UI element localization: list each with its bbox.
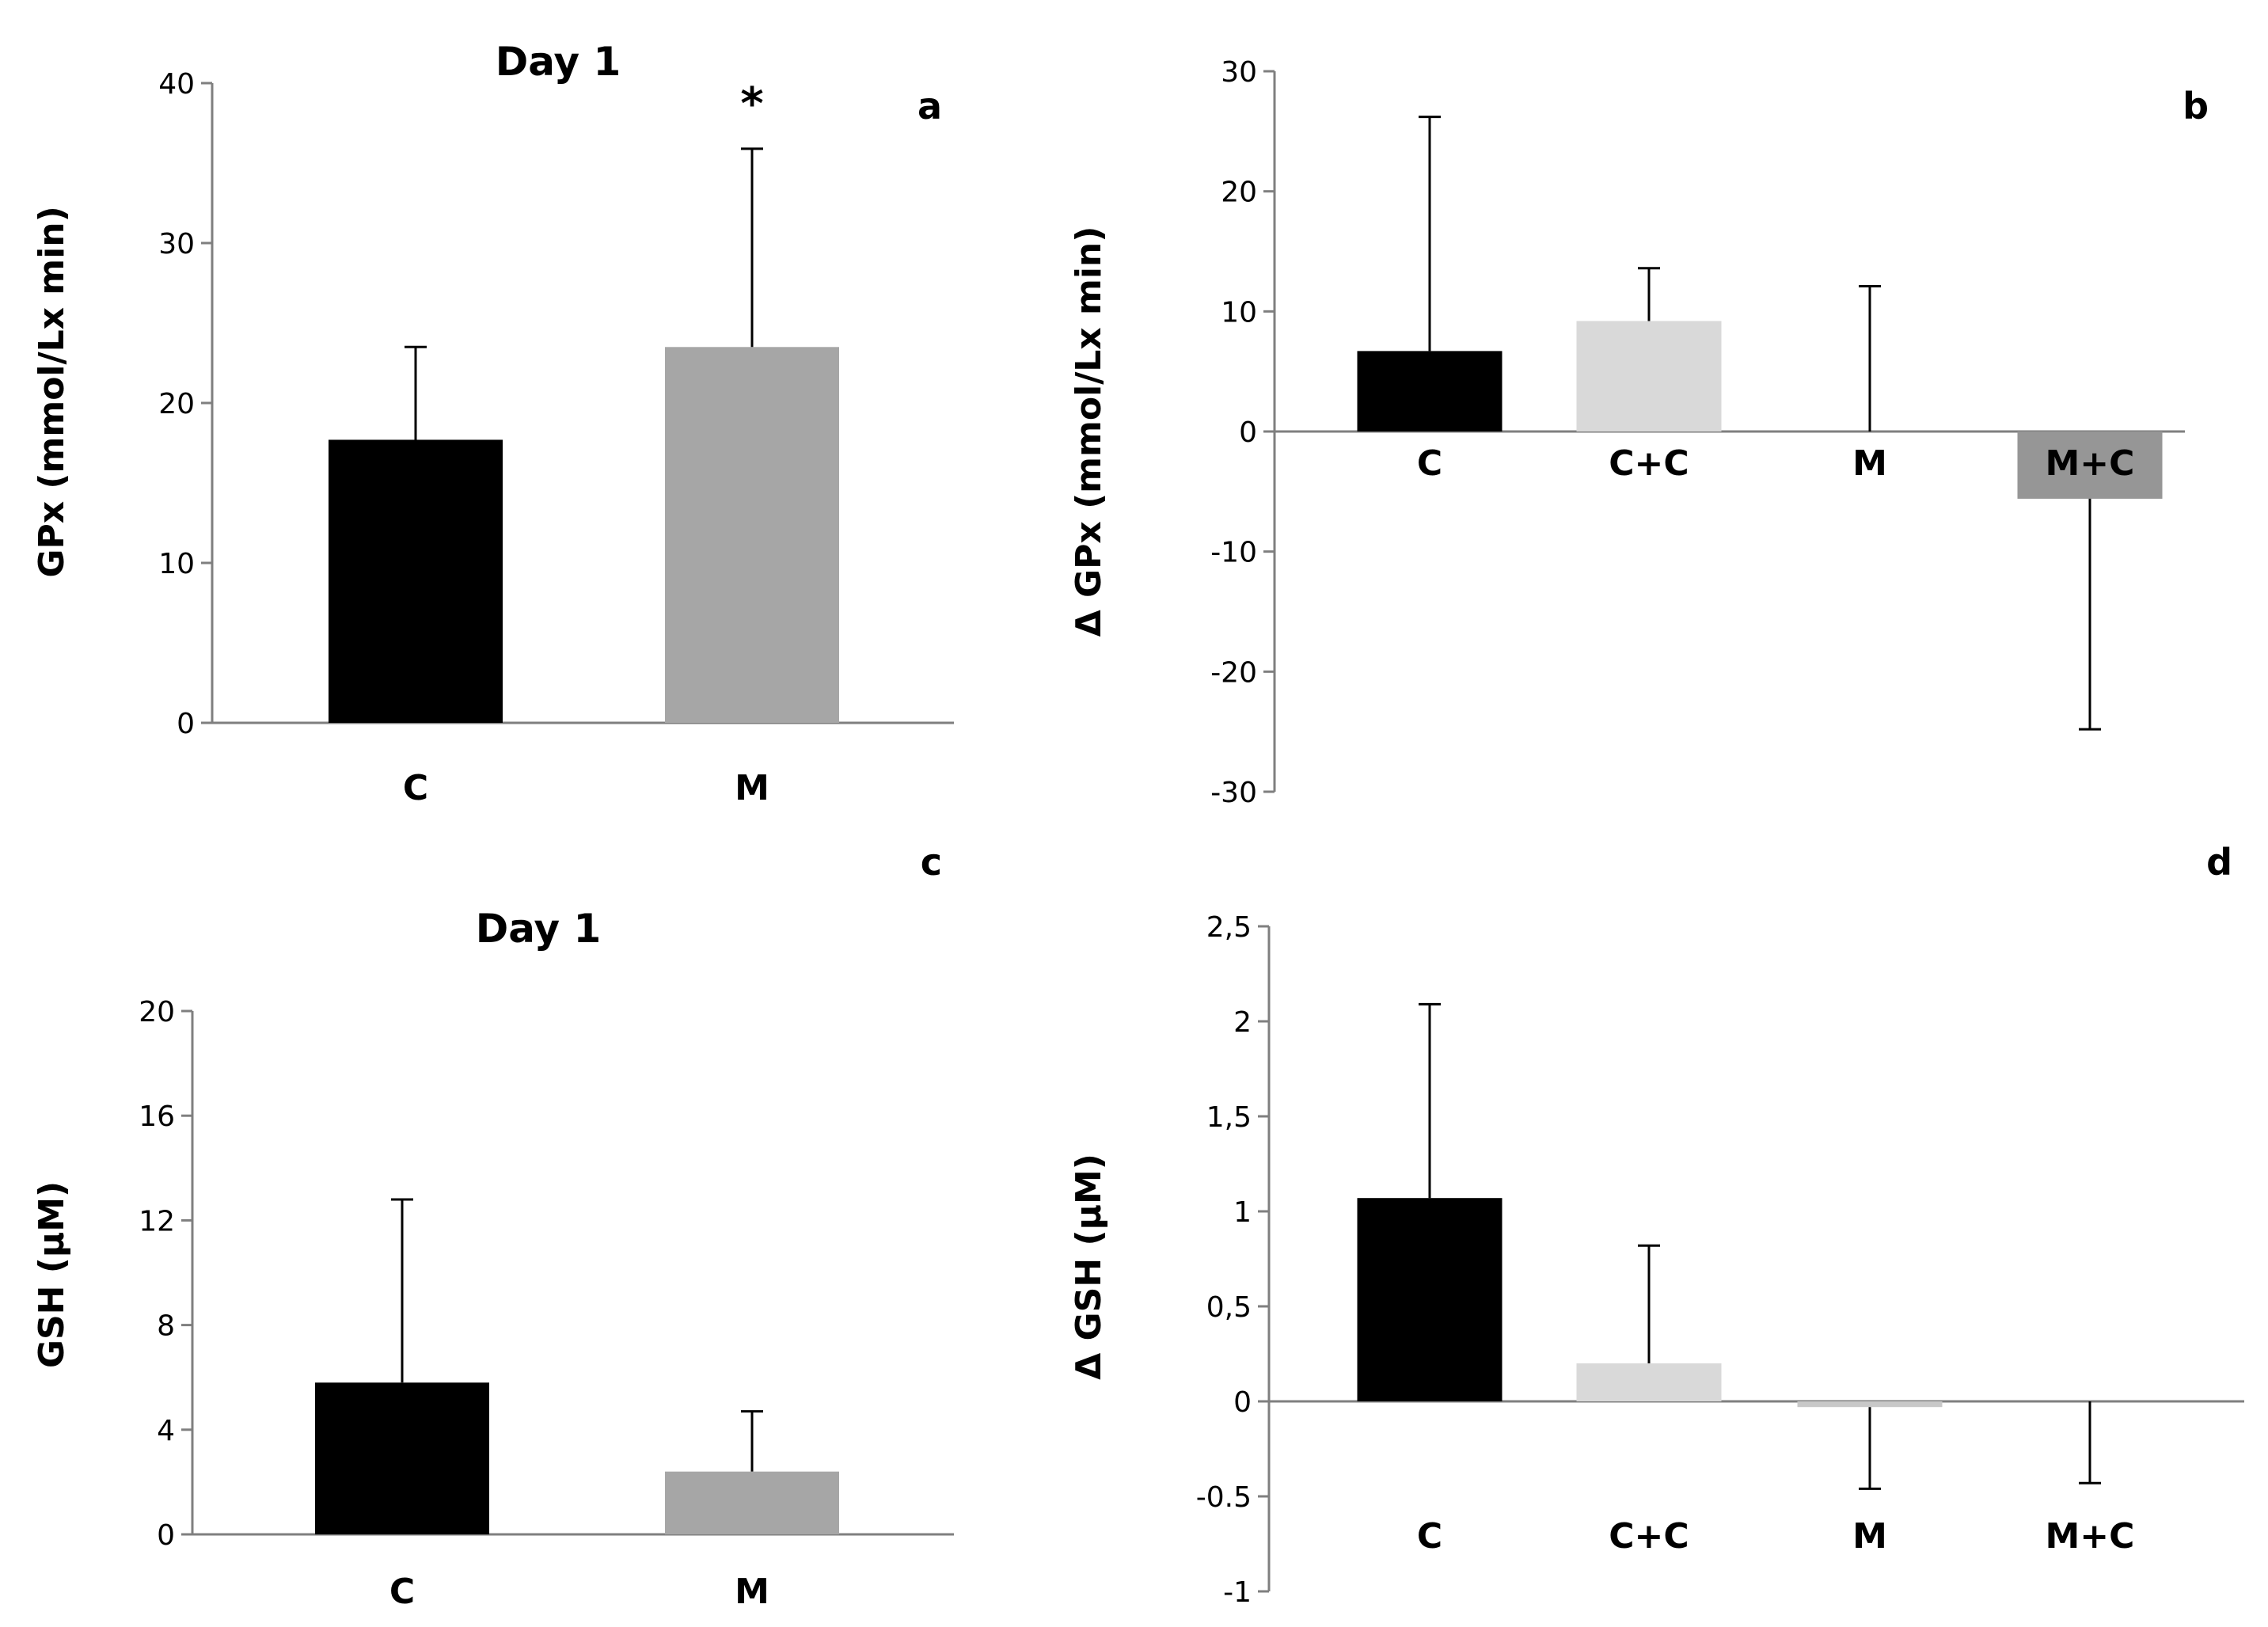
bar-M xyxy=(665,347,839,723)
category-label-C: C xyxy=(403,768,428,808)
y-tick-label: 40 xyxy=(158,68,195,101)
y-tick-label: 8 xyxy=(157,1310,175,1343)
chart-panel-c: 0 4 8 12 16 20 C M Day 1 c GSH (µM) xyxy=(32,841,954,1612)
y-tick-label: -0.5 xyxy=(1196,1481,1252,1514)
y-tick-label: -10 xyxy=(1210,537,1257,569)
y-tick-label: 1 xyxy=(1233,1196,1252,1229)
y-tick-label: 0 xyxy=(1239,416,1257,449)
category-label-C: C xyxy=(389,1572,415,1612)
bar-C xyxy=(1357,1198,1503,1401)
bar-C xyxy=(329,439,503,723)
bar-C xyxy=(1357,351,1503,431)
y-tick-label: 0,5 xyxy=(1206,1291,1252,1324)
category-label-M: M xyxy=(735,768,769,808)
category-label-C: C xyxy=(1417,1516,1442,1557)
bar-C+C xyxy=(1576,321,1722,431)
y-tick-label: -30 xyxy=(1210,777,1257,809)
chart-panel-a: 0 10 20 30 40 C M * Day 1 a GPx (mmol/Lx min) xyxy=(32,39,954,808)
category-label-M: M xyxy=(1852,1516,1887,1557)
y-axis-label: GPx (mmol/Lx min) xyxy=(32,206,72,577)
y-tick-label: 2 xyxy=(1233,1006,1252,1039)
y-tick-label: 1,5 xyxy=(1206,1101,1252,1134)
y-tick-label: 30 xyxy=(1221,56,1257,89)
y-axis-label: Δ GSH (µM) xyxy=(1069,1154,1109,1380)
y-tick-label: 20 xyxy=(139,996,175,1028)
y-tick-label: 12 xyxy=(139,1205,175,1237)
bar-C+C xyxy=(1576,1363,1722,1401)
y-tick-label: 20 xyxy=(158,388,195,420)
y-tick-label: 2,5 xyxy=(1206,911,1252,944)
y-tick-label: 30 xyxy=(158,228,195,260)
chart-title: Day 1 xyxy=(476,906,602,952)
bar-M xyxy=(1797,1401,1943,1408)
chart-panel-b: -30 -20 -10 0 10 20 30 C C+C M M+C b Δ GPx (mmol/Lx … xyxy=(1069,56,2209,809)
y-tick-label: 20 xyxy=(1221,177,1257,209)
y-tick-label: 10 xyxy=(1221,296,1257,329)
category-label-M: M xyxy=(735,1572,769,1612)
y-tick-label: -1 xyxy=(1223,1576,1252,1609)
y-tick-label: 10 xyxy=(158,548,195,580)
panel-label: d xyxy=(2206,841,2232,884)
bar-M+C xyxy=(2017,431,2163,499)
bar-C xyxy=(315,1382,489,1534)
panel-label: b xyxy=(2183,85,2209,127)
panel-label: a xyxy=(917,85,942,127)
y-tick-label: 0 xyxy=(157,1519,175,1552)
y-axis-label: Δ GPx (mmol/Lx min) xyxy=(1069,226,1109,637)
chart-panel-d: -1 -0.5 0 0,5 1 1,5 2 2,5 C C+C M M+C d Δ GSH (µM) xyxy=(1069,841,2244,1609)
bar-M xyxy=(665,1471,839,1534)
category-label-M+C: M+C xyxy=(2046,443,2135,484)
category-label-C+C: C+C xyxy=(1609,1516,1689,1557)
chart-title: Day 1 xyxy=(496,39,621,85)
y-axis-label: GSH (µM) xyxy=(32,1181,72,1368)
y-tick-label: 0 xyxy=(177,708,195,740)
category-label-M+C: M+C xyxy=(2046,1516,2135,1557)
y-tick-label: 16 xyxy=(139,1101,175,1133)
y-tick-label: 0 xyxy=(1233,1386,1252,1419)
panel-label: c xyxy=(921,841,942,884)
y-tick-label: -20 xyxy=(1210,656,1257,689)
significance-marker: * xyxy=(740,78,763,130)
category-label-C+C: C+C xyxy=(1609,443,1689,484)
category-label-M: M xyxy=(1852,443,1887,484)
y-tick-label: 4 xyxy=(157,1415,175,1447)
category-label-C: C xyxy=(1417,443,1442,484)
